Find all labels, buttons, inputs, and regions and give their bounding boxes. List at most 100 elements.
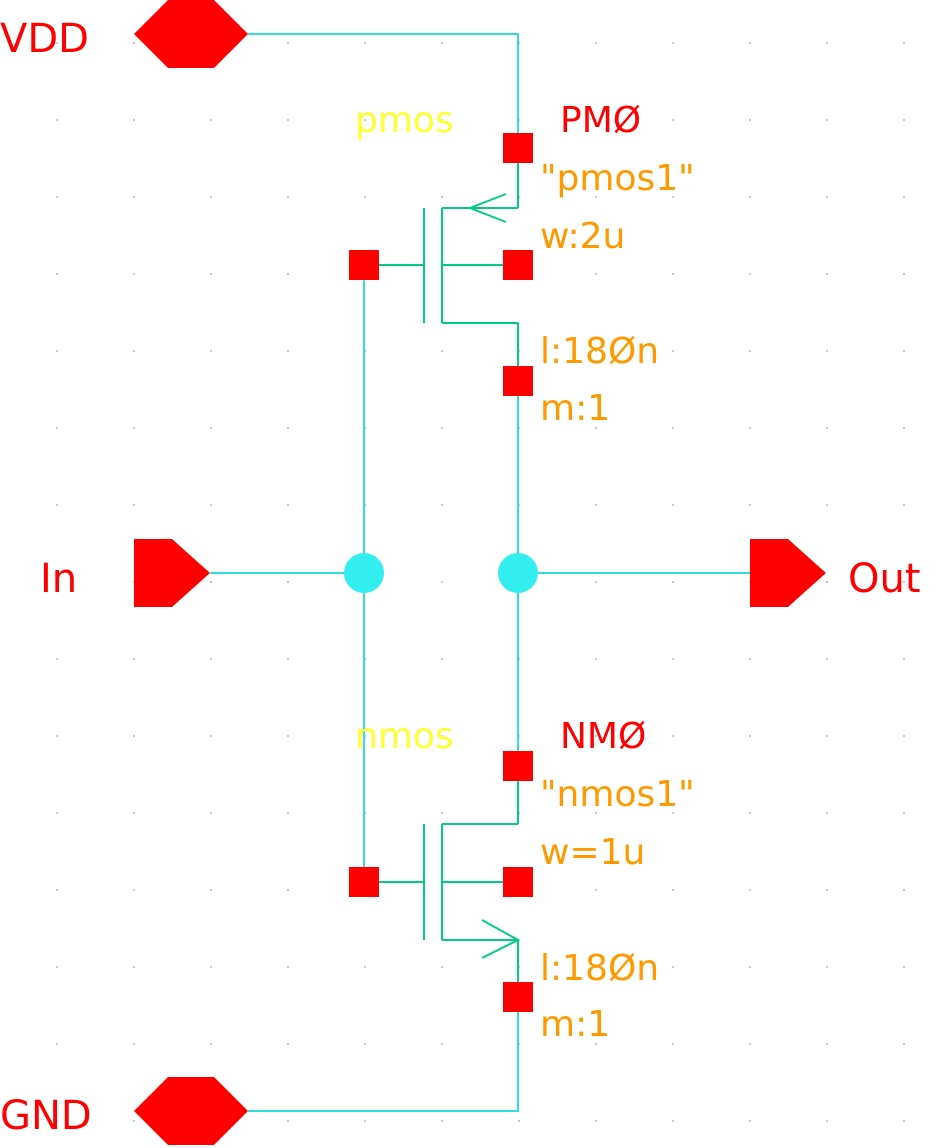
nmos-bulk-terminal[interactable] — [503, 867, 533, 897]
grid-dot — [826, 42, 828, 44]
grid-dot — [749, 273, 751, 275]
grid-dot — [287, 196, 289, 198]
grid-dot — [595, 427, 597, 429]
grid-dot — [595, 504, 597, 506]
pmos-instance-name: PMØ — [560, 100, 641, 141]
grid-dot — [903, 196, 905, 198]
grid-dot — [56, 658, 58, 660]
vdd-pin[interactable] — [134, 0, 248, 68]
vdd-label: VDD — [0, 16, 89, 62]
grid-dot — [133, 658, 135, 660]
grid-dot — [749, 196, 751, 198]
grid-dot — [287, 273, 289, 275]
grid-dot — [210, 196, 212, 198]
grid-dot — [903, 119, 905, 121]
grid-dot — [441, 1120, 443, 1122]
pmos-arrow — [467, 193, 507, 223]
grid-dot — [287, 889, 289, 891]
pmos-source-terminal[interactable] — [503, 133, 533, 163]
wire-vdd[interactable] — [248, 33, 519, 148]
nmos-drain-terminal[interactable] — [503, 751, 533, 781]
grid-dot — [364, 1043, 366, 1045]
grid-dot — [903, 504, 905, 506]
grid-dot — [441, 42, 443, 44]
grid-dot — [595, 658, 597, 660]
grid-dot — [133, 350, 135, 352]
grid-dot — [903, 581, 905, 583]
grid-dot — [672, 504, 674, 506]
grid-dot — [595, 119, 597, 121]
pmos-drain-terminal[interactable] — [503, 366, 533, 396]
grid-dot — [749, 504, 751, 506]
grid-dot — [903, 735, 905, 737]
grid-dot — [56, 273, 58, 275]
grid-dot — [903, 889, 905, 891]
grid-dot — [287, 966, 289, 968]
grid-dot — [826, 427, 828, 429]
grid-dot — [903, 966, 905, 968]
grid-dot — [595, 735, 597, 737]
grid-dot — [826, 658, 828, 660]
grid-dot — [826, 889, 828, 891]
grid-dot — [826, 581, 828, 583]
grid-dot — [903, 350, 905, 352]
grid-dot — [56, 889, 58, 891]
grid-dot — [56, 1120, 58, 1122]
nmos-source-terminal[interactable] — [503, 982, 533, 1012]
gnd-pin[interactable] — [134, 1077, 248, 1145]
grid-dot — [133, 889, 135, 891]
nmos-symbol[interactable] — [349, 751, 533, 1012]
grid-dot — [56, 735, 58, 737]
grid-dot — [749, 350, 751, 352]
pmos-gate-terminal[interactable] — [349, 250, 379, 280]
grid-dot — [287, 812, 289, 814]
grid-dot — [210, 1043, 212, 1045]
grid-dot — [826, 504, 828, 506]
grid-dot — [595, 273, 597, 275]
grid-dot — [364, 966, 366, 968]
pmos-bulk-terminal[interactable] — [503, 250, 533, 280]
grid-dot — [441, 966, 443, 968]
grid-dot — [441, 812, 443, 814]
grid-dot — [749, 812, 751, 814]
grid-dot — [903, 273, 905, 275]
grid-dot — [287, 1120, 289, 1122]
grid-dot — [210, 350, 212, 352]
nmos-gate-terminal[interactable] — [349, 867, 379, 897]
grid-dot — [287, 735, 289, 737]
grid-dot — [133, 735, 135, 737]
grid-dot — [749, 735, 751, 737]
grid-dot — [287, 658, 289, 660]
grid-dot — [749, 658, 751, 660]
grid-dot — [826, 966, 828, 968]
grid-dot — [133, 42, 135, 44]
junction-dot-out — [498, 553, 538, 593]
grid-dot — [56, 581, 58, 583]
gnd-label: GND — [0, 1093, 92, 1139]
grid-dot — [672, 889, 674, 891]
grid-dot — [595, 812, 597, 814]
grid-dot — [826, 119, 828, 121]
grid-dot — [287, 42, 289, 44]
grid-dot — [56, 196, 58, 198]
grid-dot — [210, 735, 212, 737]
grid-dot — [903, 1043, 905, 1045]
grid-dot — [672, 966, 674, 968]
grid-dot — [826, 812, 828, 814]
pmos-model: "pmos1" — [540, 158, 695, 199]
grid-dot — [749, 889, 751, 891]
grid-dot — [441, 581, 443, 583]
grid-dot — [595, 581, 597, 583]
grid-dot — [903, 1120, 905, 1122]
out-label: Out — [848, 556, 921, 602]
grid-dot — [210, 581, 212, 583]
grid-dot — [595, 196, 597, 198]
wire-gnd[interactable] — [248, 997, 519, 1112]
in-pin[interactable] — [134, 539, 210, 607]
pmos-symbol[interactable] — [349, 133, 533, 396]
pmos-length: l:18Øn — [540, 331, 659, 372]
grid-dot — [287, 427, 289, 429]
out-pin[interactable] — [750, 539, 826, 607]
grid-dot — [210, 966, 212, 968]
